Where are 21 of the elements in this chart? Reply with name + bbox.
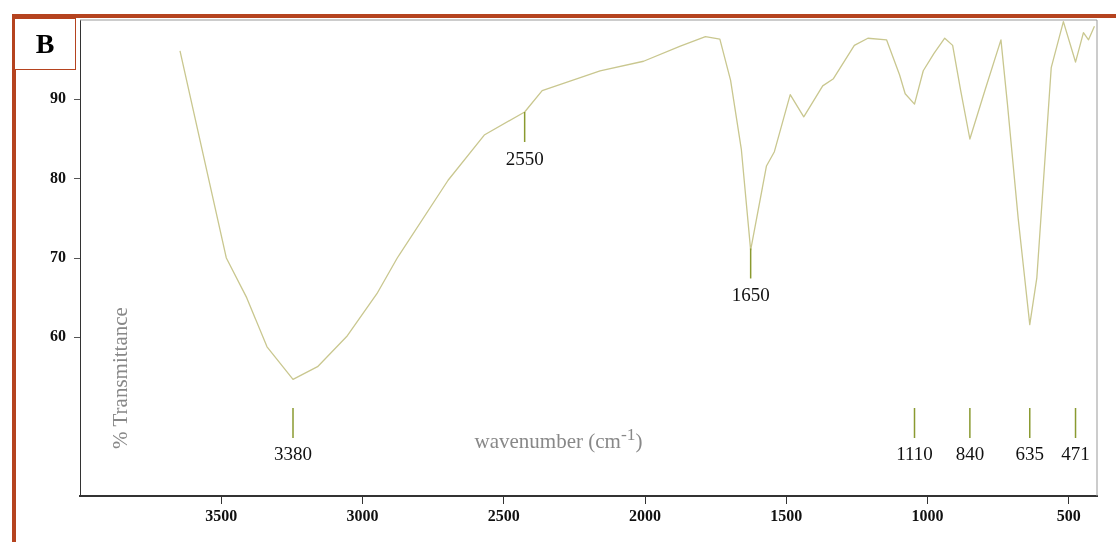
y-axis-title: % Transmittance bbox=[107, 307, 133, 449]
annotation: 635 bbox=[1015, 443, 1045, 465]
x-axis-title: wavenumber (cm$^{-1}$) bbox=[474, 424, 643, 453]
x-tick-label: 2500 bbox=[487, 506, 520, 524]
x-tick-label: 500 bbox=[1056, 506, 1081, 524]
annotation: 3380 bbox=[274, 443, 313, 465]
text: B bbox=[14, 18, 76, 70]
y-tick-label: 80 bbox=[50, 168, 66, 186]
x-tick-label: 1500 bbox=[770, 506, 803, 524]
y-tick-label: 90 bbox=[50, 89, 66, 107]
x-tick-label: 2000 bbox=[629, 506, 661, 524]
y-tick-label: 60 bbox=[50, 327, 66, 345]
x-tick-label: 1000 bbox=[911, 506, 944, 524]
annotation: 1650 bbox=[731, 283, 770, 305]
annotation: 1110 bbox=[896, 443, 933, 465]
annotation: 840 bbox=[955, 443, 985, 465]
x-tick-label: 3500 bbox=[205, 506, 238, 524]
x-tick-label: 3000 bbox=[346, 506, 379, 524]
y-tick-label: 70 bbox=[50, 248, 66, 266]
annotation: 2550 bbox=[505, 147, 544, 169]
annotation: 471 bbox=[1061, 443, 1090, 465]
